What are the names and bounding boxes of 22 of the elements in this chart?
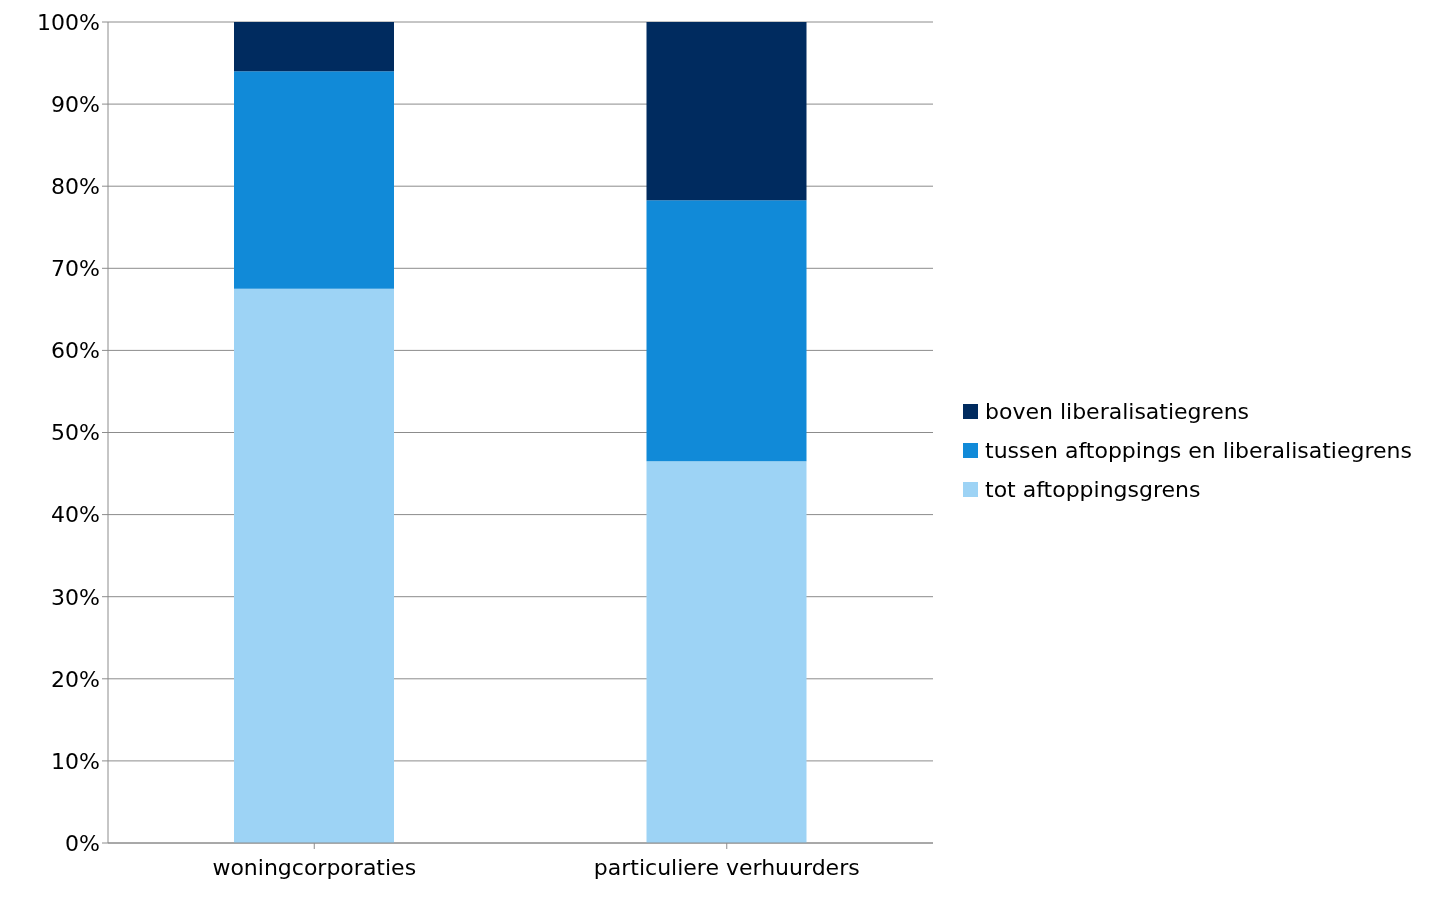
y-tick-label: 50% bbox=[51, 420, 100, 446]
y-tick-label: 30% bbox=[51, 584, 100, 610]
y-tick-label: 100% bbox=[37, 9, 100, 35]
legend-label: tot aftoppingsgrens bbox=[985, 477, 1201, 502]
y-tick-label: 70% bbox=[51, 256, 100, 282]
bar bbox=[646, 22, 807, 201]
y-tick-label: 60% bbox=[51, 338, 100, 364]
y-tick-label: 20% bbox=[51, 666, 100, 692]
bar bbox=[646, 200, 807, 462]
legend-label: tussen aftoppings en liberalisatiegrens bbox=[985, 438, 1412, 463]
x-tick-label: particuliere verhuurders bbox=[593, 854, 860, 880]
bar bbox=[234, 71, 394, 289]
bar bbox=[234, 22, 394, 72]
y-tick-label: 90% bbox=[51, 91, 100, 117]
x-tick-label: woningcorporaties bbox=[212, 854, 417, 880]
y-tick-label: 80% bbox=[51, 174, 100, 200]
legend-label: boven liberalisatiegrens bbox=[985, 399, 1250, 424]
y-tick-label: 10% bbox=[51, 748, 100, 774]
y-tick-label: 40% bbox=[51, 502, 100, 528]
bar bbox=[234, 288, 394, 843]
y-tick-label: 0% bbox=[65, 830, 100, 856]
bar bbox=[646, 461, 807, 843]
